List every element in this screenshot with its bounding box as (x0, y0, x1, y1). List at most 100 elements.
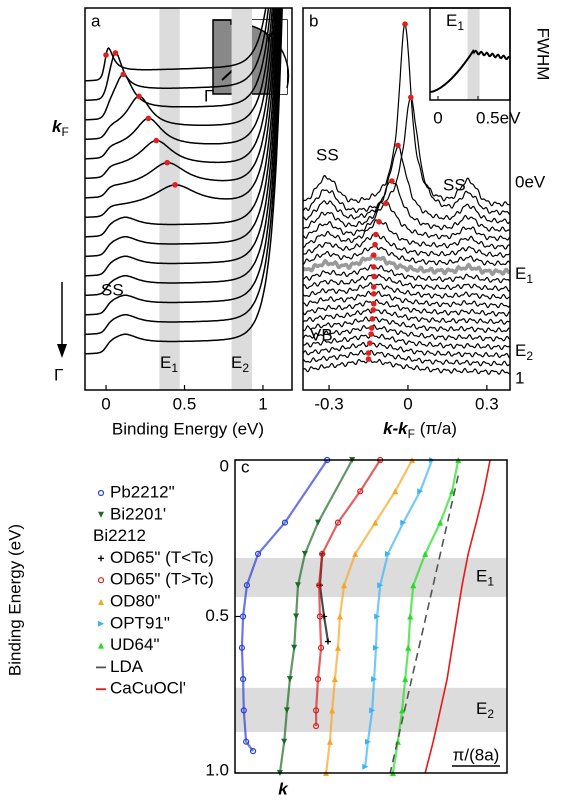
data-point (249, 747, 257, 755)
edc-curve (85, 8, 275, 160)
data-point (392, 488, 399, 495)
peak-marker (120, 71, 127, 78)
data-point (281, 738, 288, 745)
peak-marker (145, 115, 152, 122)
kf-label: kF (52, 117, 69, 139)
annotation: E2 (231, 353, 249, 375)
x-tick-label: -0.3 (314, 394, 343, 413)
mdc-curve (303, 324, 510, 342)
data-point (283, 707, 290, 714)
arrow-head (57, 344, 67, 358)
peak-marker (367, 340, 373, 346)
x-axis-label: k-kF (π/a) (383, 419, 457, 441)
energy-label-base: E (515, 341, 526, 360)
peak-marker (172, 182, 178, 188)
peak-marker (395, 142, 401, 149)
edc-curve (85, 8, 277, 199)
band-label-sub: 1 (487, 575, 494, 589)
mdc-curve (303, 357, 510, 375)
annotation: SS (443, 175, 466, 194)
y-axis-label: Binding Energy (eV) (5, 524, 24, 676)
energy-label: E1 (515, 264, 533, 286)
peak-marker (371, 273, 378, 280)
data-point (316, 613, 324, 620)
mdc-curve (303, 332, 510, 351)
peak-marker (368, 331, 374, 337)
inset-label: Y (263, 27, 274, 46)
mdc-curve (303, 244, 510, 267)
data-point (293, 613, 300, 620)
data-point (407, 613, 414, 620)
peak-marker (370, 252, 377, 258)
mdc-curve (303, 316, 510, 334)
peak-marker (369, 316, 376, 322)
edc-curve (85, 8, 270, 102)
edc-curve (85, 8, 280, 258)
legend-label: OPT91" (110, 613, 170, 632)
data-point (301, 550, 308, 557)
inset-label: Γ (204, 86, 213, 105)
scale-label: π/(8a) (453, 745, 500, 764)
peak-marker (373, 231, 379, 238)
fwhm-curve (430, 49, 510, 93)
legend-label: LDA (110, 657, 144, 676)
panel-b-frame (302, 7, 511, 391)
energy-band (159, 8, 180, 390)
legend-swatch (98, 599, 104, 605)
legend-label: CaCuOCl' (110, 679, 186, 698)
energy-label-base: E (515, 264, 526, 283)
peak-marker (136, 93, 142, 100)
inset-x-tick-label: 0.5eV (476, 108, 521, 127)
legend-swatch (98, 642, 104, 649)
peak-marker (370, 291, 377, 297)
peak-marker (112, 50, 119, 56)
series-line (424, 459, 491, 774)
x-tick-label: 1 (258, 394, 267, 413)
peak-marker (376, 218, 382, 225)
x-tick-label: 0.3 (475, 394, 499, 413)
mdc-curve (303, 290, 510, 309)
legend-label: Bi2201' (110, 504, 166, 523)
edc-curve (85, 8, 274, 141)
inset-x-tick-label: 0 (433, 108, 442, 127)
edc-curve (85, 8, 283, 336)
energy-label: E2 (515, 341, 533, 363)
data-point (314, 519, 321, 526)
data-point (291, 644, 298, 651)
mdc-curve (303, 96, 510, 216)
panel-label: a (91, 11, 101, 30)
data-point (239, 613, 247, 620)
data-point (336, 613, 343, 620)
peak-marker (370, 284, 377, 290)
mdc-curves (303, 22, 510, 375)
edc-curve (85, 8, 278, 219)
mdc-curve (303, 298, 510, 317)
legend-swatch (98, 555, 104, 562)
data-point (243, 582, 251, 589)
series-line (389, 475, 459, 774)
legend-group: Bi2212 (93, 526, 146, 545)
series-line (315, 459, 382, 726)
annotation: SS (316, 145, 339, 164)
data-point (374, 613, 381, 620)
data-point (369, 707, 376, 714)
panel-a-frame (84, 7, 293, 391)
data-point (316, 582, 323, 589)
mdc-curve (303, 282, 510, 300)
mdc-curve (303, 308, 510, 326)
panel-label: b (309, 11, 318, 30)
panel-label: c (241, 457, 250, 476)
legend-label: OD65" (T>Tc) (110, 570, 214, 589)
peak-marker (164, 159, 171, 166)
data-point (319, 550, 326, 558)
inset-label-sub: 1 (457, 19, 464, 33)
data-point (400, 519, 407, 526)
x-axis-label-sub: F (408, 427, 415, 441)
energy-label-sub: 2 (526, 349, 533, 363)
x-axis-label: Binding Energy (eV) (112, 419, 264, 438)
band-label-sub: 2 (487, 707, 494, 721)
energy-label-sub: 1 (526, 272, 533, 286)
data-point (317, 644, 325, 651)
data-point (422, 550, 429, 557)
